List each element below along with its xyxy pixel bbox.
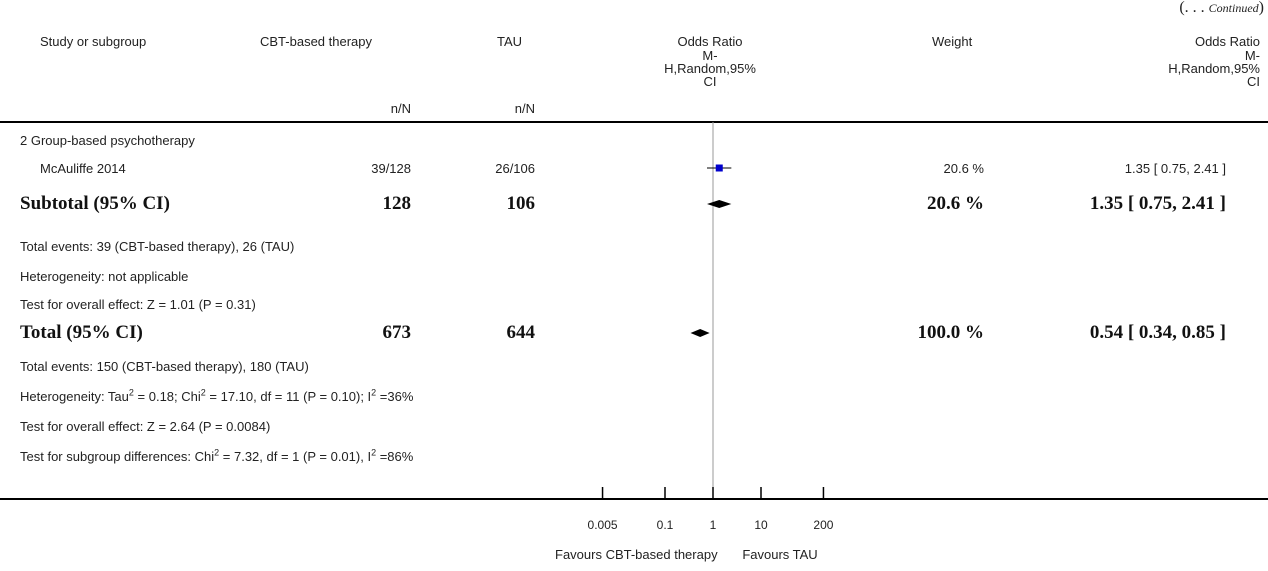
- subtotal-tau: 106: [506, 193, 536, 214]
- header-tau-sub: n/N: [514, 101, 535, 116]
- total-test: Test for overall effect: Z = 2.64 (P = 0…: [20, 419, 271, 434]
- subtotal-heterogeneity: Heterogeneity: not applicable: [20, 269, 189, 284]
- axis-tick-label: 0.005: [588, 518, 618, 532]
- subtotal-weight: 20.6 %: [927, 193, 984, 214]
- study-tau: 26/106: [495, 161, 535, 176]
- subgroup-differences: Test for subgroup differences: Chi2 = 7.…: [20, 447, 414, 464]
- subtotal-test: Test for overall effect: Z = 1.01 (P = 0…: [20, 297, 256, 312]
- study-cbt: 39/128: [371, 161, 411, 176]
- study-name: McAuliffe 2014: [40, 161, 126, 176]
- header-weight: Weight: [932, 34, 973, 49]
- header-cbt-sub: n/N: [390, 101, 411, 116]
- continued-label: (. . . Continued): [1179, 0, 1264, 16]
- axis-tick-label: 10: [754, 518, 768, 532]
- total-label: Total (95% CI): [20, 322, 143, 343]
- study-square: [715, 164, 723, 172]
- total-diamond: [690, 329, 710, 337]
- subtotal-label: Subtotal (95% CI): [20, 193, 170, 214]
- axis-tick-label: 0.1: [657, 518, 674, 532]
- study-weight: 20.6 %: [943, 161, 984, 176]
- total-heterogeneity: Heterogeneity: Tau2 = 0.18; Chi2 = 17.10…: [20, 387, 414, 404]
- total-events: Total events: 150 (CBT-based therapy), 1…: [20, 359, 309, 374]
- header-cbt: CBT-based therapy: [260, 34, 373, 49]
- header-odds-ratio: Odds Ratio M- H,Random,95% CI: [664, 34, 756, 89]
- total-tau: 644: [506, 322, 536, 343]
- subtotal-diamond: [707, 200, 732, 208]
- favours-right: Favours TAU: [742, 547, 818, 562]
- header-study: Study or subgroup: [40, 34, 147, 49]
- group-label: 2 Group-based psychotherapy: [20, 133, 195, 148]
- total-cbt: 673: [382, 322, 412, 343]
- axis-tick-label: 200: [813, 518, 833, 532]
- study-or: 1.35 [ 0.75, 2.41 ]: [1124, 161, 1226, 176]
- subtotal-or: 1.35 [ 0.75, 2.41 ]: [1089, 193, 1226, 214]
- subtotal-events: Total events: 39 (CBT-based therapy), 26…: [20, 239, 295, 254]
- header-tau: TAU: [497, 34, 523, 49]
- header-odds-ratio-ci: Odds Ratio M- H,Random,95% CI: [1168, 34, 1260, 89]
- favours-left: Favours CBT-based therapy: [555, 547, 718, 562]
- total-weight: 100.0 %: [917, 322, 985, 343]
- subtotal-cbt: 128: [382, 193, 412, 214]
- axis-tick-label: 1: [710, 518, 717, 532]
- total-or: 0.54 [ 0.34, 0.85 ]: [1089, 322, 1226, 343]
